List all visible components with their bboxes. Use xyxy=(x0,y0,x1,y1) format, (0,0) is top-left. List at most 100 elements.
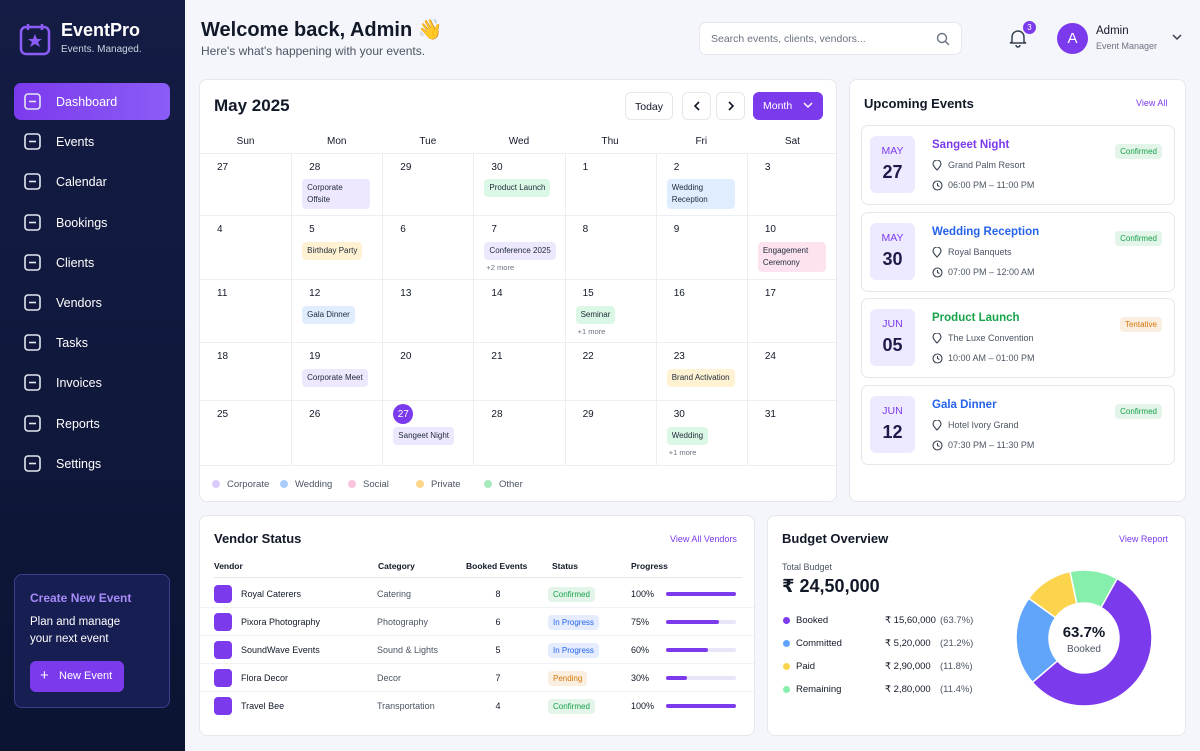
calendar-cell[interactable]: 9 xyxy=(655,215,747,279)
nav-label: Invoices xyxy=(56,376,102,391)
upcoming-card: Upcoming Events View All MAY 27 Sangeet Nigh… xyxy=(849,79,1186,502)
calendar-cell[interactable]: 27 xyxy=(200,153,292,215)
event-item[interactable]: MAY 30 Wedding Reception Royal Banquets 07:0… xyxy=(861,211,1175,292)
calendar-cell[interactable]: 10 Engagement Ceremony xyxy=(746,215,838,279)
calendar-cell[interactable]: 29 xyxy=(382,153,474,215)
calendar-cell[interactable]: 2 Wedding Reception xyxy=(655,153,747,215)
search-box[interactable]: Search events, clients, vendors... xyxy=(699,22,962,55)
calendar-cell[interactable]: 24 xyxy=(746,342,838,400)
nav-item[interactable]: Invoices xyxy=(14,364,170,401)
calendar-cell[interactable]: 6 xyxy=(382,215,474,279)
nav-item[interactable]: Clients xyxy=(14,244,170,281)
calendar-cell[interactable]: 22 xyxy=(564,342,656,400)
today-button[interactable]: Today xyxy=(625,92,673,120)
calendar-cell[interactable]: 29 xyxy=(564,400,656,465)
calendar-cell[interactable]: 8 xyxy=(564,215,656,279)
calendar-cell[interactable]: 4 xyxy=(200,215,292,279)
day-number: 28 xyxy=(309,162,321,173)
calendar-cell[interactable]: 13 xyxy=(382,279,474,342)
page-subtitle: Here's what's happening with your events… xyxy=(201,44,426,58)
event-pill: Corporate Meet xyxy=(302,369,368,387)
calendar-cell[interactable]: 15 Seminar +1 more xyxy=(564,279,656,342)
nav-item[interactable]: Calendar xyxy=(14,163,170,200)
day-number: 1 xyxy=(582,162,589,173)
vendor-category: Photography xyxy=(377,617,429,627)
day-number: 30 xyxy=(491,162,503,173)
calendar-cell[interactable]: 26 xyxy=(291,400,383,465)
calendar-cell[interactable]: 31 xyxy=(746,400,838,465)
progress-bar xyxy=(666,648,708,652)
event-venue: The Luxe Convention xyxy=(948,333,1034,344)
event-item[interactable]: MAY 27 Sangeet Night Grand Palm Resort 06:00… xyxy=(861,125,1175,205)
vendor-title: Vendor Status xyxy=(214,531,302,546)
calendar-cell[interactable]: 30 Wedding +1 more xyxy=(655,400,747,465)
search-placeholder: Search events, clients, vendors... xyxy=(711,33,866,45)
event-item[interactable]: JUN 05 Product Launch The Luxe Convention 10… xyxy=(861,298,1175,379)
calendar-cell[interactable]: 28 xyxy=(473,400,565,465)
calendar-cell[interactable]: 1 xyxy=(564,153,656,215)
calendar-cell[interactable]: 30 Product Launch xyxy=(473,153,565,215)
nav-item[interactable]: Reports xyxy=(14,405,170,442)
calendar-cell[interactable]: 28 Corporate Offsite xyxy=(291,153,383,215)
vendor-row: Flora Decor Decor 7 Pending 30% xyxy=(200,664,756,692)
nav-item[interactable]: Vendors xyxy=(14,284,170,321)
nav-icon xyxy=(24,93,41,110)
nav-item[interactable]: Tasks xyxy=(14,324,170,361)
nav-item[interactable]: Settings xyxy=(14,445,170,482)
legend-label: Other xyxy=(499,479,523,490)
view-report-link[interactable]: View Report xyxy=(1119,534,1168,544)
new-event-button[interactable]: + New Event xyxy=(30,661,124,692)
today-marker xyxy=(393,404,414,424)
calendar-cell[interactable]: 27 Sangeet Night xyxy=(382,400,474,465)
event-venue: Grand Palm Resort xyxy=(948,160,1026,170)
nav-arrow-button[interactable] xyxy=(682,92,711,120)
view-all-link[interactable]: View All xyxy=(1136,98,1168,108)
budget-item-pct: (11.4%) xyxy=(940,684,973,695)
donut-segment xyxy=(1069,569,1119,609)
event-pill: Wedding Reception xyxy=(666,179,735,209)
button-label: New Event xyxy=(59,670,113,682)
today-label: Today xyxy=(635,101,664,113)
event-item[interactable]: JUN 12 Gala Dinner Hotel Ivory Grand 07:30 P… xyxy=(861,384,1175,465)
calendar-cell[interactable]: 3 xyxy=(746,153,838,215)
calendar-cell[interactable]: 14 xyxy=(473,279,565,342)
vendor-icon xyxy=(214,613,232,631)
month-view-button[interactable]: Month xyxy=(753,92,823,120)
legend-dot xyxy=(212,480,220,488)
calendar-cell[interactable]: 12 Gala Dinner xyxy=(291,279,383,342)
budget-item-pct: (63.7%) xyxy=(940,615,974,626)
notification-bell[interactable] xyxy=(1008,28,1028,48)
nav-arrow-button[interactable] xyxy=(716,92,745,120)
event-time: 07:00 PM – 12:00 AM xyxy=(948,266,1035,277)
search-icon xyxy=(936,32,950,46)
calendar-cell[interactable]: 18 xyxy=(200,342,292,400)
calendar-cell[interactable]: 11 xyxy=(200,279,292,342)
column-header: Progress xyxy=(631,561,668,571)
calendar-cell[interactable]: 21 xyxy=(473,342,565,400)
calendar-cell[interactable]: 23 Brand Activation xyxy=(655,342,747,400)
calendar-cell[interactable]: 20 xyxy=(382,342,474,400)
calendar-cell[interactable]: 16 xyxy=(655,279,747,342)
booked-events: 4 xyxy=(495,701,501,711)
calendar-cell[interactable]: 17 xyxy=(746,279,838,342)
date-month: MAY xyxy=(881,231,904,244)
calendar-cell[interactable]: 19 Corporate Meet xyxy=(291,342,383,400)
nav-item[interactable]: Bookings xyxy=(14,204,170,241)
day-number: 24 xyxy=(764,351,776,362)
event-venue: Hotel Ivory Grand xyxy=(948,419,1019,430)
legend-dot xyxy=(783,640,790,647)
status-badge: In Progress xyxy=(548,615,599,630)
calendar-cell[interactable]: 5 Birthday Party xyxy=(291,215,383,279)
sidebar: EventPro Events. Managed. Dashboard Events C… xyxy=(0,0,185,751)
calendar-cell[interactable]: 7 Conference 2025 +2 more xyxy=(473,215,565,279)
avatar: A xyxy=(1057,23,1088,54)
view-all-vendors-link[interactable]: View All Vendors xyxy=(670,534,737,544)
calendar-cell[interactable]: 25 xyxy=(200,400,292,465)
status-badge: Confirmed xyxy=(548,699,595,714)
nav-item[interactable]: Dashboard xyxy=(14,83,170,120)
nav-item[interactable]: Events xyxy=(14,123,170,160)
nav-icon xyxy=(24,253,41,271)
weekday: Sat xyxy=(784,136,800,147)
arrow-icon xyxy=(693,101,700,111)
progress-label: 75% xyxy=(631,617,650,627)
